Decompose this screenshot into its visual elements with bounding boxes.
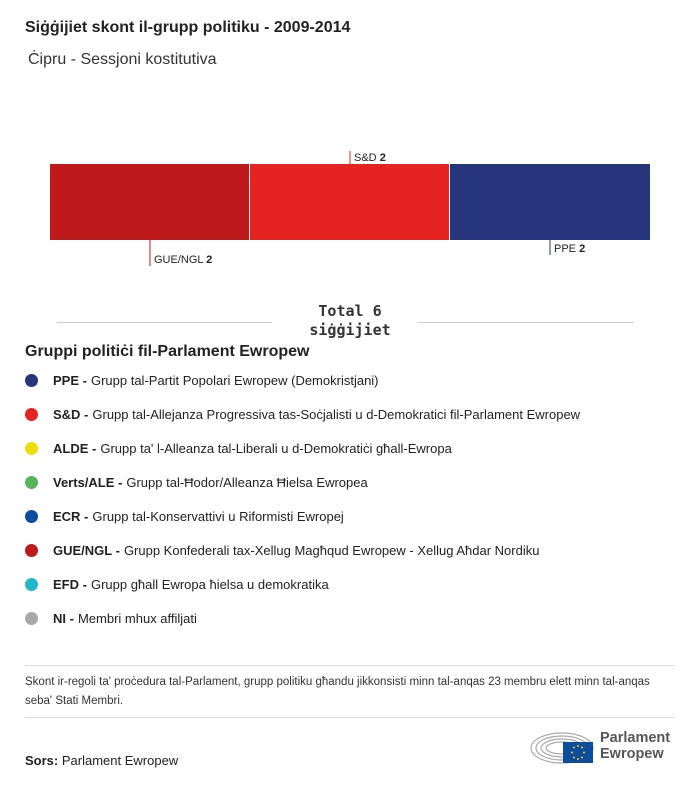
bar-label: PPE 2 [554, 243, 585, 255]
hemicycle-flag-icon [530, 732, 594, 764]
legend-abbr: ALDE - [53, 441, 97, 456]
footnote: Skont ir-regoli ta' proċedura tal-Parlam… [25, 676, 650, 707]
legend-dot-icon [25, 612, 38, 625]
divider [57, 322, 272, 323]
chart-subtitle: Ċipru - Sessjoni kostitutiva [28, 51, 217, 68]
legend-abbr: GUE/NGL - [53, 543, 120, 558]
legend-item: PPE - Grupp tal-Partit Popolari Ewropew (… [25, 373, 379, 388]
legend-dot-icon [25, 544, 38, 557]
divider [25, 665, 675, 666]
chart-title: Siġġijiet skont il-grupp politiku - 2009… [25, 19, 351, 36]
legend-desc: Grupp tal-Allejanza Progressiva tas-Soċj… [92, 407, 581, 422]
european-parliament-logo: Parlament Ewropew [530, 728, 670, 764]
total-label: Total 6 [318, 302, 382, 320]
bar-segment [50, 164, 249, 240]
legend-abbr: ECR - [53, 509, 89, 524]
legend-desc: Membri mhux affiljati [77, 611, 197, 626]
bar-label: GUE/NGL 2 [154, 254, 212, 266]
legend-abbr: PPE - [53, 373, 87, 388]
total-seats: Total 6 siġġijiet [280, 302, 420, 340]
legend-item: S&D - Grupp tal-Allejanza Progressiva tas… [25, 407, 580, 422]
logo-text: Parlament [600, 730, 671, 746]
seat-bar-chart: GUE/NGL 2 S&D 2 PPE 2 [50, 151, 650, 266]
legend-desc: Grupp Konfederali tax-Xellug Magħqud Ewr… [123, 543, 540, 558]
legend-desc: Grupp tal-Partit Popolari Ewropew (Demok… [90, 373, 379, 388]
legend-item: ALDE - Grupp ta' l-Alleanza tal-Liberali … [25, 441, 452, 456]
legend-item: Verts/ALE - Grupp tal-Ħodor/Alleanza Ħiel… [25, 475, 368, 490]
legend-item: GUE/NGL - Grupp Konfederali tax-Xellug Ma… [25, 543, 539, 558]
legend-abbr: Verts/ALE - [53, 475, 123, 490]
bar-segment [250, 164, 449, 240]
total-unit: siġġijiet [309, 321, 391, 339]
bar-segment [450, 164, 650, 240]
legend-desc: Grupp tal-Konservattivi u Riformisti Ewr… [92, 509, 344, 524]
legend-abbr: NI - [53, 611, 74, 626]
source-label: Sors: [25, 753, 59, 768]
legend-dot-icon [25, 578, 38, 591]
legend-abbr: S&D - [53, 407, 89, 422]
divider [418, 322, 634, 323]
legend-item: NI - Membri mhux affiljati [25, 611, 197, 626]
source: Sors: Parlament Ewropew [25, 753, 178, 768]
legend-dot-icon [25, 374, 38, 387]
source-value: Parlament Ewropew [61, 753, 179, 768]
legend-abbr: EFD - [53, 577, 87, 592]
legend-item: ECR - Grupp tal-Konservattivi u Riformist… [25, 509, 344, 524]
divider [25, 717, 675, 718]
legend-dot-icon [25, 510, 38, 523]
legend-desc: Grupp tal-Ħodor/Alleanza Ħielsa Ewropea [126, 475, 368, 490]
legend-desc: Grupp għall Ewropa ħielsa u demokratika [90, 577, 329, 592]
legend-dot-icon [25, 408, 38, 421]
logo-text: Ewropew [600, 746, 664, 762]
legend-title: Gruppi politiċi fil-Parlament Ewropew [25, 343, 310, 360]
legend-dot-icon [25, 476, 38, 489]
legend-item: EFD - Grupp għall Ewropa ħielsa u demokra… [25, 577, 329, 592]
legend-desc: Grupp ta' l-Alleanza tal-Liberali u d-De… [100, 441, 452, 456]
bar-label: S&D 2 [354, 152, 386, 164]
legend-dot-icon [25, 442, 38, 455]
